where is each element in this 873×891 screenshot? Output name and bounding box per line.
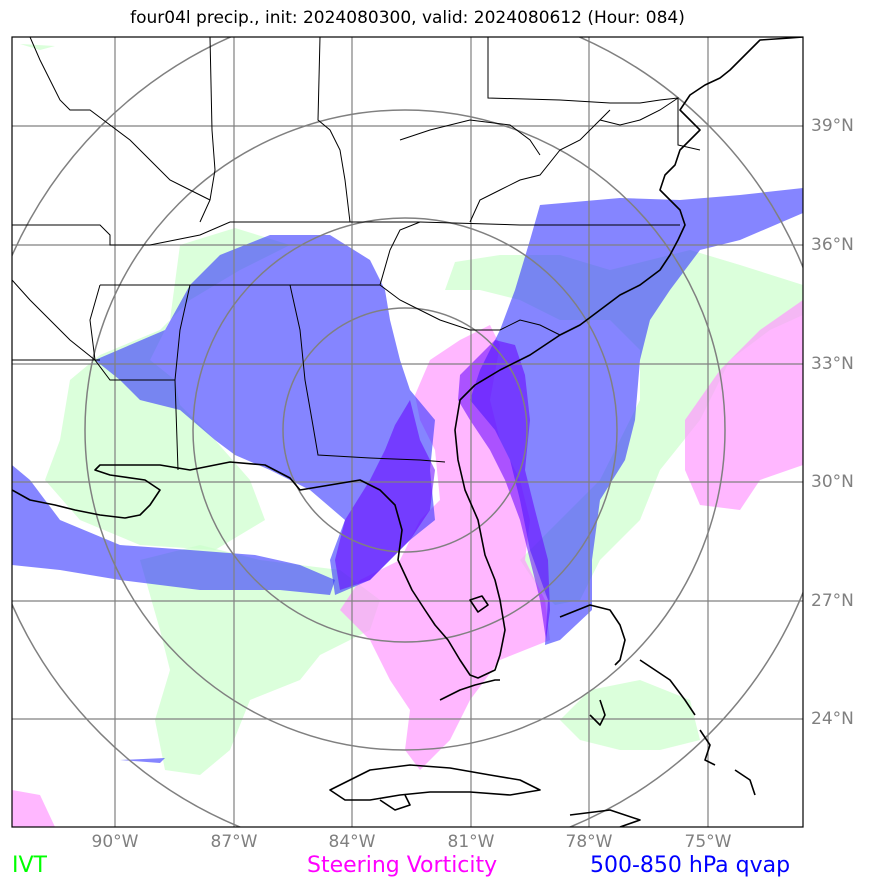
range-rings — [12, 37, 803, 827]
map-title: four04l precip., init: 2024080300, valid… — [130, 8, 685, 28]
lat-label-24n: 24°N — [811, 709, 854, 729]
lon-label-90w: 90°W — [91, 832, 139, 852]
coastlines — [12, 37, 803, 827]
lat-label-27n: 27°N — [811, 591, 854, 611]
qvap-field — [12, 188, 803, 763]
state-boundaries — [12, 37, 701, 471]
lon-label-81w: 81°W — [447, 832, 495, 852]
lon-label-84w: 84°W — [328, 832, 376, 852]
legend-qvap: 500-850 hPa qvap — [590, 853, 791, 878]
legend-ivt: IVT — [12, 853, 47, 878]
legend-steering-vorticity: Steering Vorticity — [307, 853, 498, 878]
map-frame — [11, 36, 804, 828]
lat-label-33n: 33°N — [811, 354, 854, 374]
lon-label-78w: 78°W — [565, 832, 613, 852]
lon-label-75w: 75°W — [684, 832, 732, 852]
lat-label-39n: 39°N — [811, 116, 854, 136]
lon-label-87w: 87°W — [210, 832, 258, 852]
lat-label-30n: 30°N — [811, 472, 854, 492]
lat-label-36n: 36°N — [811, 235, 854, 255]
